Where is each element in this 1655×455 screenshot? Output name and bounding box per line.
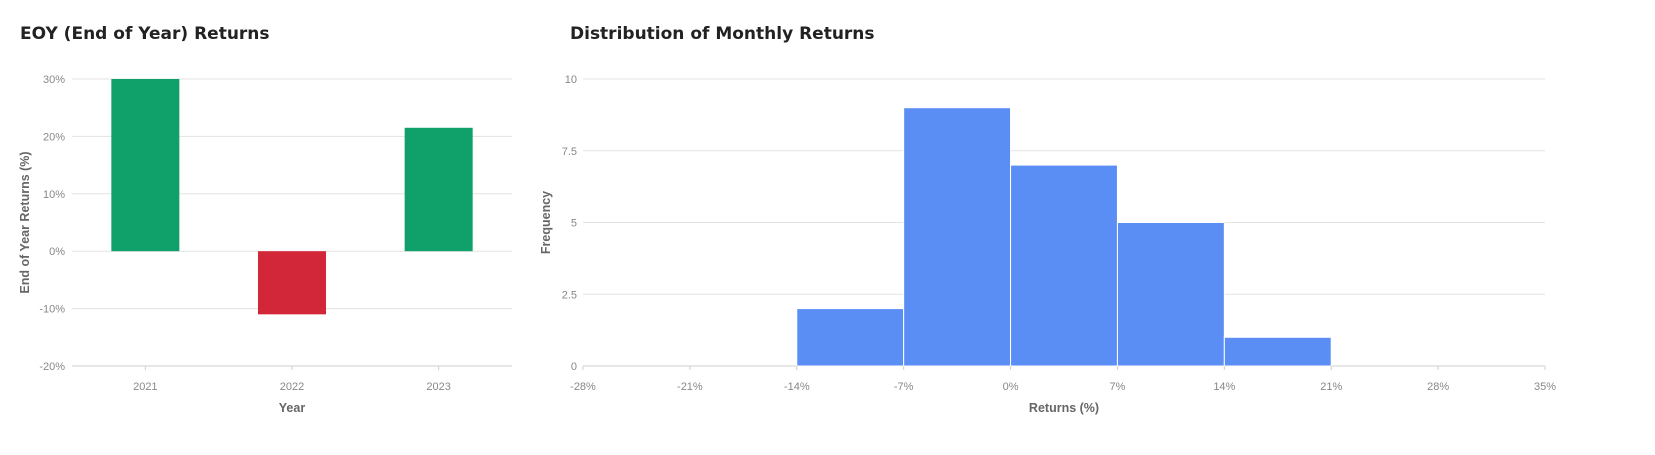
x-tick-label: 35% <box>1534 381 1556 393</box>
y-axis-title: Frequency <box>539 191 553 254</box>
bar-2021 <box>111 79 180 252</box>
eoy-chart-title: EOY (End of Year) Returns <box>20 24 270 44</box>
bar-2022 <box>258 251 326 315</box>
y-tick-label: -10% <box>39 304 65 316</box>
histogram-bar <box>1116 222 1225 367</box>
monthly-distribution-panel: Distribution of Monthly Returns 10 7.5 5 2.… <box>539 0 1655 455</box>
x-tick-label: -14% <box>784 381 810 393</box>
y-tick-label: 5 <box>571 218 577 230</box>
x-axis-title: Returns (%) <box>1029 401 1099 415</box>
x-tick-label: 2022 <box>280 381 304 393</box>
histogram-bar <box>903 107 1012 367</box>
y-tick-label: 2.5 <box>562 289 577 301</box>
y-tick-label: -20% <box>39 361 65 373</box>
x-tick-label: -7% <box>894 381 914 393</box>
y-tick-label: 30% <box>43 74 65 86</box>
x-tick-label: 14% <box>1213 381 1235 393</box>
x-tick-label: 28% <box>1427 381 1449 393</box>
histogram-bar <box>1010 164 1118 367</box>
x-tick-label: -21% <box>677 381 703 393</box>
x-tick-label: 7% <box>1109 381 1125 393</box>
y-tick-label: 10% <box>43 189 65 201</box>
y-tick-label: 20% <box>43 131 65 143</box>
x-tick-label: 2021 <box>133 381 157 393</box>
y-axis-title: End of Year Returns (%) <box>18 151 32 293</box>
bar-2023 <box>404 127 473 252</box>
y-tick-label: 0% <box>49 246 65 258</box>
histogram-bar <box>796 308 905 367</box>
y-tick-label: 10 <box>565 74 577 86</box>
x-tick-label: 0% <box>1003 381 1019 393</box>
eoy-returns-panel: EOY (End of Year) Returns 30% 20% 10% 0% -10… <box>0 0 545 455</box>
x-tick-label: -28% <box>570 381 596 393</box>
y-tick-label: 0 <box>571 361 577 373</box>
histogram-bar <box>1223 336 1332 367</box>
x-tick-label: 21% <box>1320 381 1342 393</box>
distribution-chart-title: Distribution of Monthly Returns <box>570 24 875 44</box>
x-tick-label: 2023 <box>426 381 450 393</box>
x-axis-title: Year <box>279 401 306 415</box>
y-tick-label: 7.5 <box>562 146 577 158</box>
eoy-returns-chart: 30% 20% 10% 0% -10% -20% 2021 2022 2023 Year End o… <box>18 74 512 415</box>
monthly-returns-histogram: 10 7.5 5 2.5 0 -28% -21% -14% -7% 0% 7% 14% 21% 28% 35… <box>539 74 1556 415</box>
